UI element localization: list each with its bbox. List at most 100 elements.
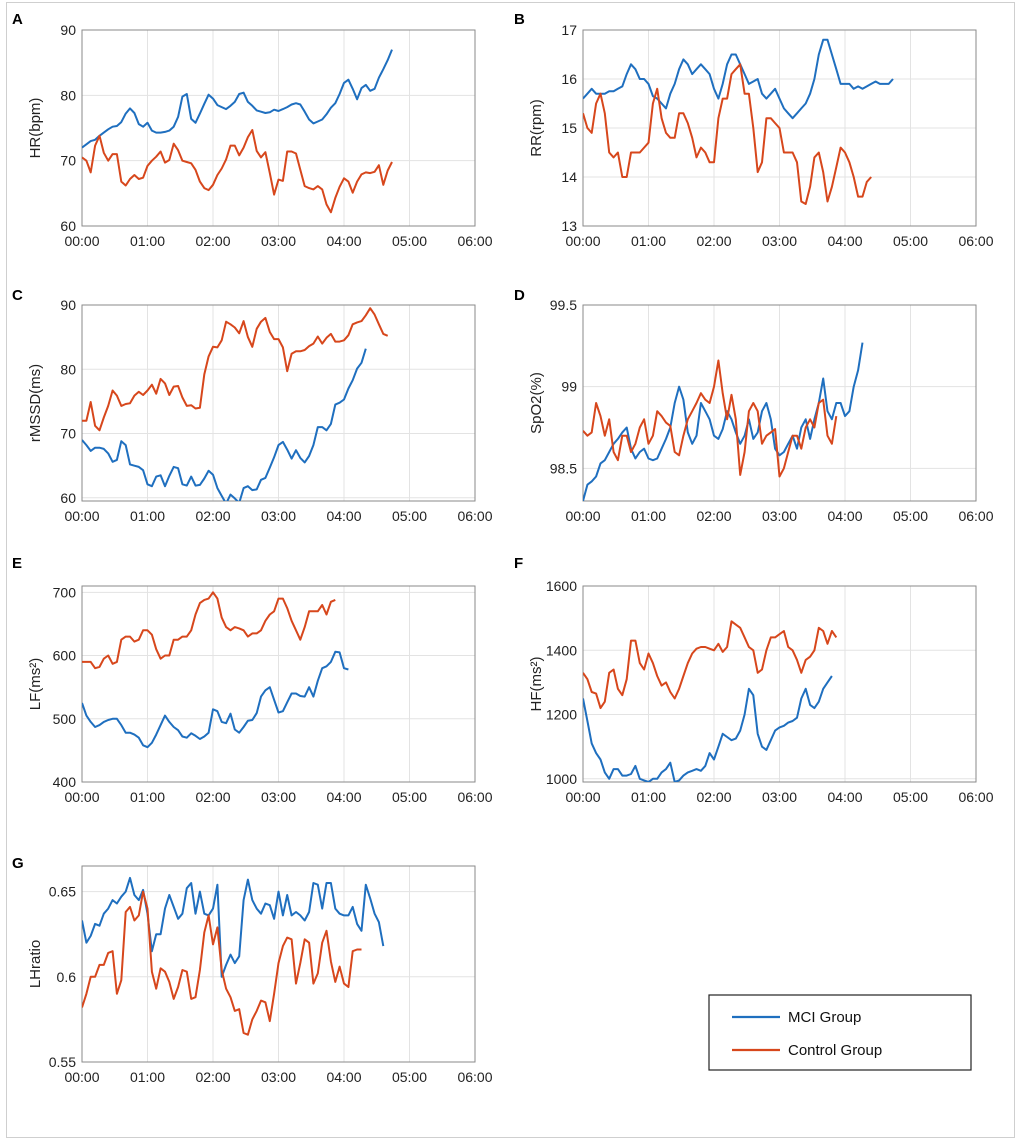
y-tick-label: 700 bbox=[53, 584, 77, 600]
chart-panel-c: 00:00 01:00 02:00 03:00 04:00 05:00 06:00 60 70 8… bbox=[12, 287, 493, 524]
panel-letter: A bbox=[12, 11, 23, 28]
y-axis-label: HR(bpm) bbox=[27, 98, 44, 159]
y-tick-label: 1400 bbox=[546, 642, 577, 658]
x-tick-label: 04:00 bbox=[326, 789, 361, 805]
chart-panel-a: 00:00 01:00 02:00 03:00 04:00 05:00 06:00 60 70 8… bbox=[12, 11, 493, 249]
legend-label: Control Group bbox=[788, 1042, 882, 1059]
y-tick-label: 15 bbox=[561, 120, 577, 136]
y-axis-label: rMSSD(ms) bbox=[27, 364, 44, 442]
x-tick-label: 00:00 bbox=[565, 508, 600, 524]
y-tick-label: 60 bbox=[60, 218, 76, 234]
y-tick-label: 99 bbox=[561, 379, 577, 395]
series-line-control bbox=[583, 63, 872, 205]
x-tick-label: 04:00 bbox=[326, 233, 361, 249]
x-tick-label: 01:00 bbox=[130, 508, 165, 524]
plot-frame bbox=[582, 304, 977, 502]
x-tick-label: 03:00 bbox=[261, 233, 296, 249]
x-tick-label: 05:00 bbox=[893, 789, 928, 805]
x-tick-label: 04:00 bbox=[827, 789, 862, 805]
y-tick-label: 600 bbox=[53, 648, 77, 664]
panel-letter: E bbox=[12, 555, 22, 572]
x-tick-label: 06:00 bbox=[457, 1069, 492, 1085]
series-line-mci bbox=[82, 49, 393, 149]
series-line-control bbox=[82, 129, 393, 214]
x-tick-label: 03:00 bbox=[762, 508, 797, 524]
x-tick-label: 03:00 bbox=[261, 508, 296, 524]
y-axis-label: RR(rpm) bbox=[528, 99, 545, 157]
panel-letter: D bbox=[514, 287, 525, 304]
x-tick-label: 02:00 bbox=[696, 508, 731, 524]
x-tick-label: 06:00 bbox=[457, 233, 492, 249]
y-tick-label: 500 bbox=[53, 711, 77, 727]
x-tick-label: 04:00 bbox=[326, 508, 361, 524]
y-tick-label: 98.5 bbox=[550, 460, 577, 476]
x-tick-label: 01:00 bbox=[631, 789, 666, 805]
x-tick-label: 00:00 bbox=[64, 789, 99, 805]
panel-letter: B bbox=[514, 11, 525, 28]
legend: MCI Group Control Group bbox=[708, 994, 972, 1071]
series-line-mci bbox=[82, 876, 385, 978]
x-tick-label: 03:00 bbox=[762, 233, 797, 249]
x-tick-label: 04:00 bbox=[827, 508, 862, 524]
y-tick-label: 16 bbox=[561, 71, 577, 87]
y-tick-label: 90 bbox=[60, 22, 76, 38]
series-line-mci bbox=[583, 675, 833, 782]
legend-box bbox=[708, 994, 972, 1071]
x-tick-label: 00:00 bbox=[565, 233, 600, 249]
x-tick-label: 00:00 bbox=[64, 508, 99, 524]
y-tick-label: 90 bbox=[60, 297, 76, 313]
plot-frame bbox=[582, 29, 977, 227]
x-tick-label: 02:00 bbox=[195, 1069, 230, 1085]
x-tick-label: 00:00 bbox=[64, 233, 99, 249]
panel-letter: C bbox=[12, 287, 23, 304]
x-tick-label: 05:00 bbox=[893, 508, 928, 524]
y-tick-label: 14 bbox=[561, 169, 577, 185]
chart-panel-b: 00:00 01:00 02:00 03:00 04:00 05:00 06:00 13 14 1… bbox=[514, 11, 994, 249]
y-tick-label: 70 bbox=[60, 426, 76, 442]
series-line-control bbox=[82, 890, 362, 1036]
y-tick-label: 400 bbox=[53, 774, 77, 790]
y-tick-label: 1000 bbox=[546, 771, 577, 787]
x-tick-label: 00:00 bbox=[64, 1069, 99, 1085]
y-tick-label: 70 bbox=[60, 153, 76, 169]
y-tick-label: 80 bbox=[60, 87, 76, 103]
y-tick-label: 17 bbox=[561, 22, 577, 38]
x-tick-label: 06:00 bbox=[958, 508, 993, 524]
x-tick-label: 02:00 bbox=[696, 789, 731, 805]
x-tick-label: 06:00 bbox=[958, 789, 993, 805]
x-tick-label: 02:00 bbox=[195, 508, 230, 524]
y-axis-label: LHratio bbox=[27, 940, 44, 988]
x-tick-label: 01:00 bbox=[130, 233, 165, 249]
x-tick-label: 06:00 bbox=[457, 789, 492, 805]
x-tick-label: 01:00 bbox=[631, 508, 666, 524]
plot-frame bbox=[81, 865, 476, 1063]
y-axis-label: HF(ms²) bbox=[528, 657, 545, 712]
x-tick-label: 02:00 bbox=[195, 789, 230, 805]
x-tick-label: 04:00 bbox=[827, 233, 862, 249]
y-tick-label: 13 bbox=[561, 218, 577, 234]
x-tick-label: 01:00 bbox=[130, 789, 165, 805]
x-tick-label: 05:00 bbox=[392, 789, 427, 805]
series-line-mci bbox=[583, 38, 894, 120]
plot-frame bbox=[582, 585, 977, 783]
y-tick-label: 99.5 bbox=[550, 297, 577, 313]
panel-letter: F bbox=[514, 555, 523, 572]
chart-panel-f: 00:00 01:00 02:00 03:00 04:00 05:00 06:00 1000 1… bbox=[514, 555, 994, 805]
y-tick-label: 1200 bbox=[546, 707, 577, 723]
chart-panel-e: 00:00 01:00 02:00 03:00 04:00 05:00 06:00 400 50… bbox=[12, 555, 493, 805]
x-tick-label: 05:00 bbox=[392, 233, 427, 249]
x-tick-label: 05:00 bbox=[392, 1069, 427, 1085]
y-axis-label: LF(ms²) bbox=[27, 658, 44, 711]
plot-frame bbox=[81, 304, 476, 502]
x-tick-label: 05:00 bbox=[392, 508, 427, 524]
x-tick-label: 05:00 bbox=[893, 233, 928, 249]
plot-frame bbox=[81, 29, 476, 227]
chart-panel-d: 00:00 01:00 02:00 03:00 04:00 05:00 06:00 98.5 9… bbox=[514, 287, 994, 524]
figure-border bbox=[6, 2, 1015, 1138]
y-tick-label: 1600 bbox=[546, 578, 577, 594]
x-tick-label: 01:00 bbox=[130, 1069, 165, 1085]
series-line-mci bbox=[82, 650, 349, 749]
series-line-control bbox=[82, 591, 336, 670]
x-tick-label: 06:00 bbox=[958, 233, 993, 249]
series-line-control bbox=[583, 359, 838, 478]
